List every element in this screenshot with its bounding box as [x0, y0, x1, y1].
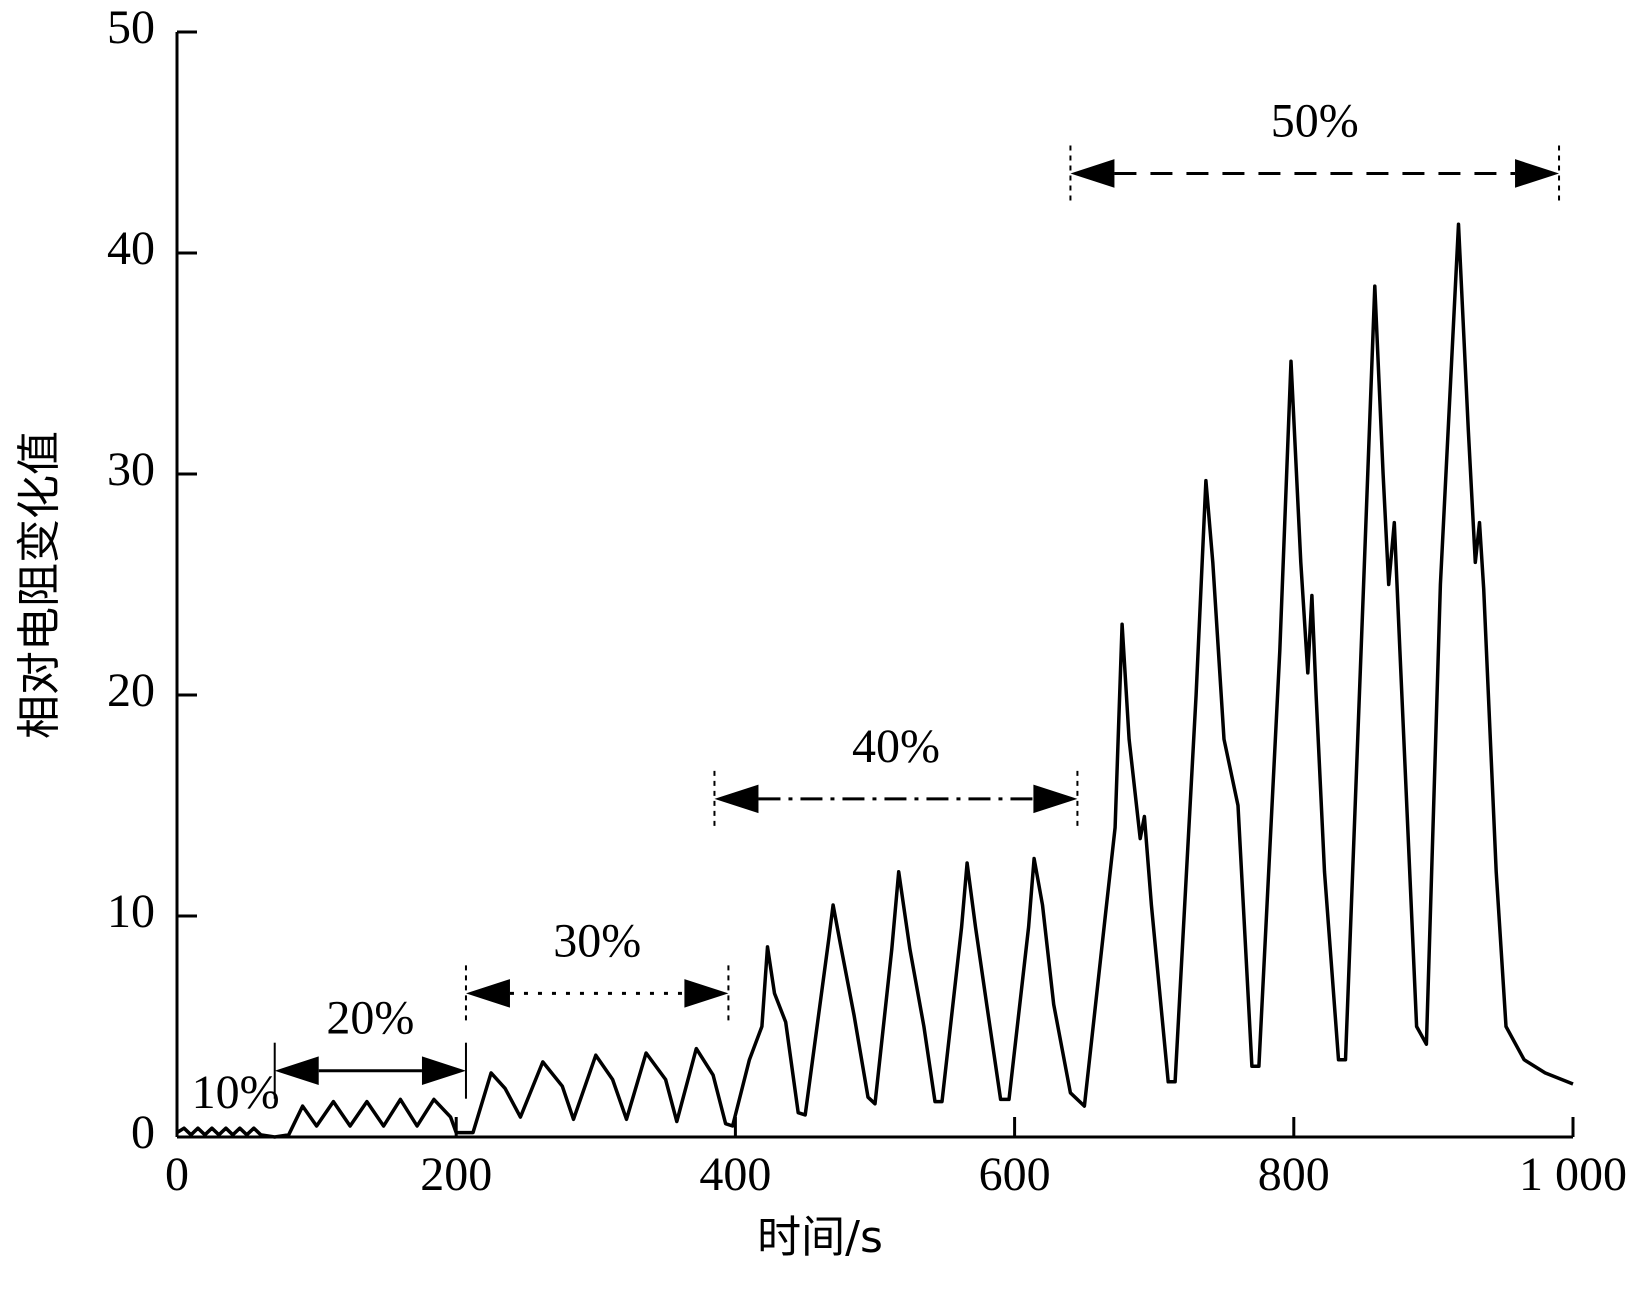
arrow-head — [1070, 159, 1115, 188]
x-axis-label: 时间/s — [757, 1212, 883, 1263]
annotation: 50% — [1271, 94, 1359, 147]
arrow-head — [714, 784, 759, 814]
arrow-head — [1515, 159, 1560, 188]
annotation: 20% — [326, 992, 414, 1045]
y-tick-label: 50 — [107, 1, 155, 54]
y-tick-label: 40 — [107, 222, 155, 275]
arrow-head — [421, 1056, 466, 1085]
x-tick-label: 0 — [165, 1148, 189, 1201]
y-axis-label: 相对电阻变化值 — [14, 431, 65, 739]
arrow-head — [274, 1056, 319, 1085]
y-tick-label: 30 — [107, 443, 155, 496]
y-tick-label: 0 — [131, 1106, 155, 1159]
y-tick-label: 10 — [107, 885, 155, 938]
annotation: 30% — [553, 914, 641, 967]
arrow-head — [1033, 784, 1078, 814]
x-tick-label: 200 — [420, 1148, 492, 1201]
x-tick-label: 800 — [1258, 1148, 1330, 1201]
arrow-head — [465, 979, 510, 1008]
x-tick-label: 1 000 — [1519, 1148, 1627, 1201]
x-tick-label: 400 — [699, 1148, 771, 1201]
annotation: 40% — [852, 720, 940, 773]
x-tick-label: 600 — [979, 1148, 1051, 1201]
y-tick-label: 20 — [107, 664, 155, 717]
arrow-head — [684, 979, 729, 1008]
annotation: 10% — [192, 1066, 280, 1119]
data-line — [176, 222, 1574, 1139]
